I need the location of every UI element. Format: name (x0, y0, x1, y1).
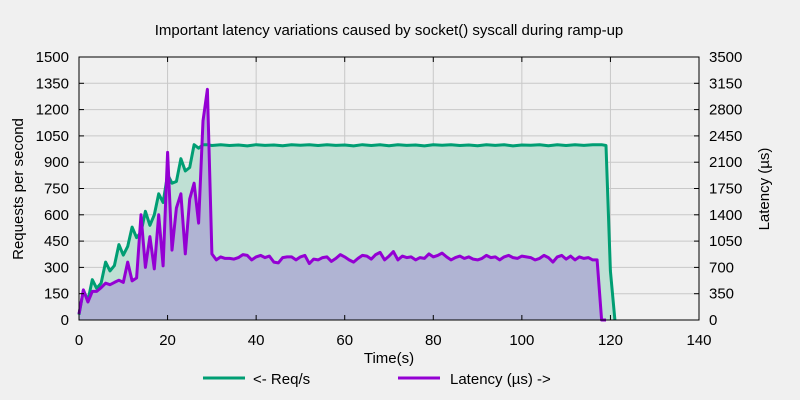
series-areas (79, 89, 615, 320)
legend-label-req: <- Req/s (253, 371, 310, 388)
y-left-tick-label: 1050 (36, 128, 69, 145)
legend-label-latency: Latency (µs) -> (450, 371, 551, 388)
series-line-0 (77, 143, 617, 321)
series-lines (77, 87, 617, 322)
y-right-tick-label: 3150 (709, 75, 742, 92)
x-tick-label: 100 (509, 332, 534, 349)
y-left-tick-label: 1350 (36, 75, 69, 92)
legend: <- Req/s Latency (µs) -> (203, 371, 551, 388)
y-axis-right-label: Latency (µs) (756, 148, 773, 231)
y-axis-left-label: Requests per second (10, 118, 27, 260)
y-left-tick-label: 900 (44, 154, 69, 171)
chart-title: Important latency variations caused by s… (155, 22, 624, 39)
y-left-tick-label: 150 (44, 286, 69, 303)
y-right-tick-label: 2800 (709, 102, 742, 119)
x-tick-label: 140 (686, 332, 711, 349)
y-right-tick-label: 2450 (709, 128, 742, 145)
y-right-tick-label: 1050 (709, 233, 742, 250)
x-tick-label: 0 (75, 332, 83, 349)
x-tick-label: 120 (598, 332, 623, 349)
y-left-tick-label: 0 (61, 312, 69, 329)
x-axis: 0 20 40 60 80 100 120 140 (75, 57, 712, 349)
x-tick-label: 20 (159, 332, 176, 349)
y-left-tick-label: 300 (44, 259, 69, 276)
y-right-tick-label: 2100 (709, 154, 742, 171)
y-right-tick-label: 1750 (709, 181, 742, 198)
y-right-tick-label: 1400 (709, 207, 742, 224)
y-right-tick-label: 3500 (709, 49, 742, 66)
series-area-1 (79, 89, 606, 320)
y-left-tick-label: 1200 (36, 102, 69, 119)
y-axis-right: 0 350 700 1050 1400 1750 2100 2450 2800 3150 3500 (694, 49, 742, 329)
series-line-1 (77, 87, 606, 322)
y-right-tick-label: 0 (709, 312, 717, 329)
x-tick-label: 60 (336, 332, 353, 349)
y-left-tick-label: 450 (44, 233, 69, 250)
y-left-tick-label: 750 (44, 181, 69, 198)
x-axis-label: Time(s) (364, 350, 414, 367)
y-left-tick-label: 600 (44, 207, 69, 224)
y-right-tick-label: 350 (709, 286, 734, 303)
y-left-tick-label: 1500 (36, 49, 69, 66)
y-axis-left: 0 150 300 450 600 750 900 1050 1200 1350 1500 (36, 49, 84, 329)
x-tick-label: 40 (248, 332, 265, 349)
y-right-tick-label: 700 (709, 259, 734, 276)
x-tick-label: 80 (425, 332, 442, 349)
